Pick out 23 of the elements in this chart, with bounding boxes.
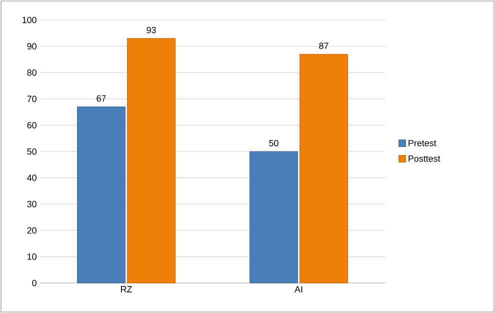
data-label: 93 bbox=[146, 26, 156, 34]
y-tick-label: 80 bbox=[27, 69, 36, 76]
y-tick-label: 60 bbox=[27, 122, 36, 128]
x-tick-label: RZ bbox=[121, 286, 132, 292]
legend-label: Pretest bbox=[408, 140, 436, 146]
x-tick-label: AI bbox=[294, 286, 302, 292]
y-tick-label: 50 bbox=[27, 148, 36, 155]
y-tick-label: 10 bbox=[28, 254, 36, 260]
y-tick-label: 90 bbox=[27, 43, 36, 50]
y-tick-label: 40 bbox=[27, 174, 36, 181]
legend-label: Posttest bbox=[408, 155, 440, 162]
y-tick-label: 100 bbox=[22, 16, 36, 24]
data-label: 50 bbox=[269, 140, 278, 146]
data-label: 67 bbox=[96, 95, 106, 102]
bar bbox=[250, 151, 298, 284]
bar bbox=[127, 38, 176, 284]
bar bbox=[77, 106, 126, 284]
y-tick-label: 30 bbox=[27, 200, 36, 208]
y-tick-label: 20 bbox=[27, 227, 36, 234]
bar bbox=[300, 54, 348, 284]
data-label: 87 bbox=[319, 42, 328, 50]
y-tick-label: 0 bbox=[32, 280, 36, 286]
y-tick-label: 70 bbox=[27, 96, 36, 102]
